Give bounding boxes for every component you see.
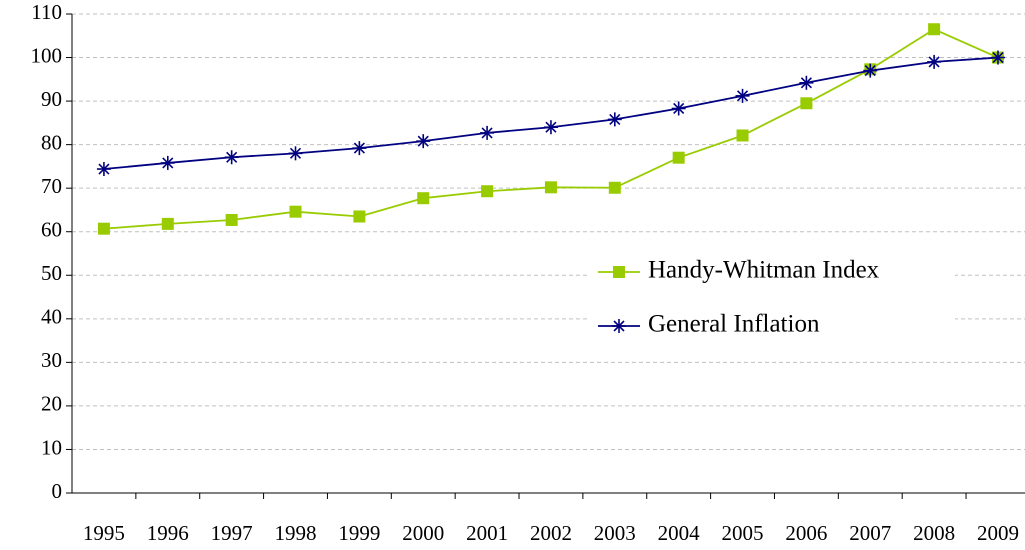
x-tick-label: 1996 <box>147 521 189 545</box>
marker-stroke <box>928 56 940 68</box>
marker <box>353 210 366 223</box>
marker <box>96 162 111 177</box>
marker-stroke <box>353 142 365 154</box>
marker <box>990 50 1005 65</box>
y-tick-label: 20 <box>41 392 62 416</box>
marker <box>161 217 174 230</box>
marker <box>543 120 558 135</box>
legend-label: Handy-Whitman Index <box>648 257 880 284</box>
marker-stroke <box>992 51 1004 64</box>
marker <box>928 23 941 36</box>
marker-stroke <box>864 65 876 77</box>
y-tick-label: 100 <box>31 43 63 67</box>
y-tick-label: 50 <box>41 261 62 285</box>
x-tick-label: 1999 <box>338 521 380 545</box>
marker <box>288 146 303 161</box>
marker <box>671 101 686 116</box>
x-tick-label: 1997 <box>211 521 253 545</box>
marker-stroke <box>98 163 110 175</box>
y-tick-label: 10 <box>41 435 62 459</box>
marker-stroke <box>417 135 429 147</box>
marker-stroke <box>289 147 302 159</box>
legend-box <box>590 250 955 355</box>
marker <box>927 54 942 69</box>
marker <box>613 266 625 278</box>
x-tick-label: 2003 <box>594 521 636 545</box>
y-tick-label: 40 <box>41 305 62 329</box>
marker-stroke <box>481 127 493 139</box>
x-tick-label: 2001 <box>466 521 508 545</box>
marker <box>800 97 813 110</box>
marker <box>481 185 494 198</box>
marker <box>160 155 175 170</box>
marker <box>672 151 685 164</box>
y-tick-label: 0 <box>52 479 63 503</box>
x-tick-label: 2008 <box>913 521 955 545</box>
marker <box>799 75 814 90</box>
marker-stroke <box>226 151 238 163</box>
marker <box>352 141 367 156</box>
marker <box>544 181 557 194</box>
x-tick-label: 2006 <box>785 521 827 545</box>
legend-label: General Inflation <box>648 311 820 338</box>
x-tick-label: 1995 <box>83 521 125 545</box>
marker <box>224 150 239 165</box>
marker-stroke <box>800 77 812 89</box>
marker <box>612 319 626 333</box>
marker <box>607 112 622 127</box>
marker <box>225 213 238 226</box>
x-tick-label: 2004 <box>658 521 701 545</box>
x-tick-label: 2002 <box>530 521 572 545</box>
y-tick-label: 90 <box>41 87 62 111</box>
x-tick-label: 2007 <box>849 521 891 545</box>
y-tick-label: 30 <box>41 348 62 372</box>
marker <box>863 63 878 78</box>
x-tick-label: 2009 <box>977 521 1019 545</box>
marker-stroke <box>613 320 625 332</box>
x-tick-label: 2005 <box>722 521 764 545</box>
x-tick-label: 2000 <box>402 521 444 545</box>
marker-stroke <box>545 121 557 133</box>
x-tick-label: 1998 <box>275 521 317 545</box>
y-tick-label: 80 <box>41 130 62 154</box>
y-tick-label: 110 <box>31 0 62 24</box>
legend: Handy-Whitman Index General Inflation <box>590 250 955 355</box>
marker <box>97 222 110 235</box>
marker <box>480 125 495 140</box>
series-line <box>103 56 999 170</box>
marker-stroke <box>736 90 749 102</box>
marker <box>608 181 621 194</box>
y-tick-label: 60 <box>41 218 62 242</box>
marker-stroke <box>609 113 621 125</box>
marker <box>735 88 750 103</box>
marker <box>417 192 430 205</box>
y-tick-label: 70 <box>41 174 62 198</box>
marker <box>289 205 302 218</box>
marker <box>736 129 749 142</box>
marker-stroke <box>673 102 685 115</box>
marker-stroke <box>162 157 174 169</box>
marker <box>416 134 431 149</box>
